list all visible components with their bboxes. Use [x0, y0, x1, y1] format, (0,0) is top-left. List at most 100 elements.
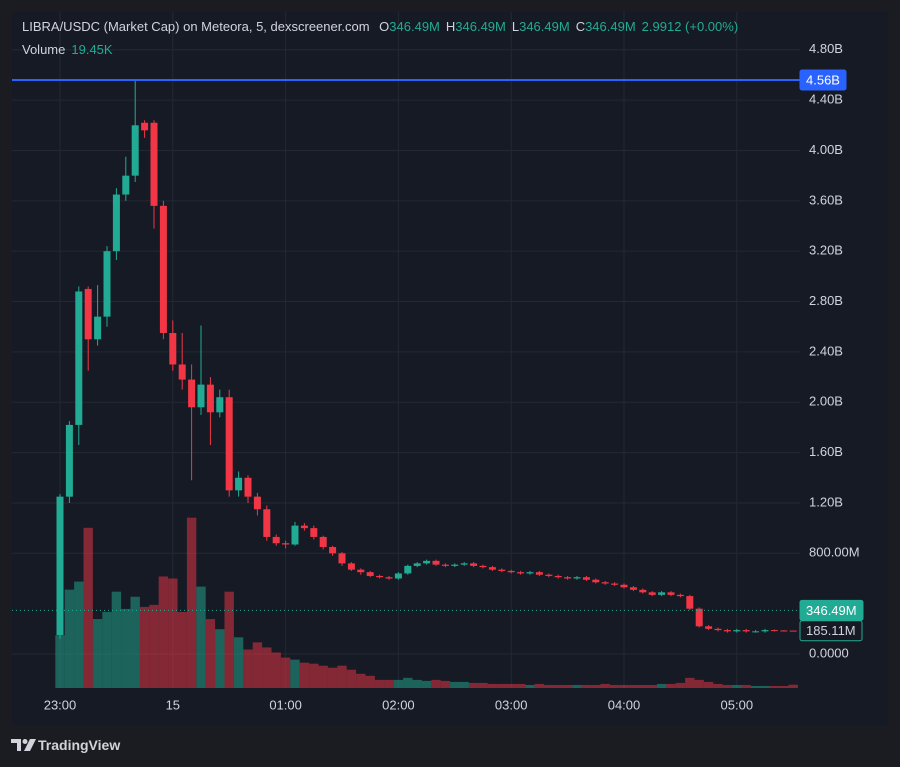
candle-body [742, 630, 750, 632]
y-tick-label: 1.60B [809, 444, 843, 459]
volume-bar [440, 680, 451, 688]
candle-body [244, 477, 252, 497]
candle-body [629, 587, 637, 590]
volume-bar [365, 675, 375, 688]
branding: TradingView [38, 737, 121, 753]
y-tick-label: 4.00B [809, 142, 843, 157]
volume-bar [685, 677, 695, 688]
volume-bar [290, 659, 300, 688]
ohlc-value: 346.49M [389, 19, 440, 34]
candle-body [451, 564, 459, 566]
volume-value: 19.45K [71, 42, 113, 57]
candle-body [507, 570, 515, 573]
volume-bar [337, 665, 347, 688]
candle-body [705, 626, 713, 629]
volume-bar [562, 684, 573, 688]
volume-bar [177, 611, 187, 688]
ohlc-key: H [445, 19, 456, 34]
volume-bar [656, 683, 667, 688]
candle-body [366, 572, 374, 576]
volume-bar [591, 684, 601, 688]
candle-body [103, 251, 111, 317]
volume-bar [205, 619, 216, 688]
volume-bar [515, 683, 526, 688]
candle-body [639, 589, 647, 593]
candle-body [564, 577, 572, 579]
candle-body [780, 630, 788, 632]
candle-body [329, 547, 337, 554]
candle-body [385, 577, 393, 579]
x-tick-label: 03:00 [495, 697, 528, 712]
volume-bar [459, 681, 469, 688]
volume-layer [55, 517, 798, 688]
candle-body [225, 397, 233, 491]
y-tick-label: 4.80B [809, 41, 843, 56]
candle-body [75, 291, 83, 425]
y-tick-label: 800.00M [809, 545, 860, 560]
candle-body [723, 630, 731, 632]
candle-body [441, 564, 449, 566]
volume-bar [252, 642, 263, 688]
candle-body [611, 583, 619, 585]
volume-bar [186, 517, 197, 688]
volume-legend: Volume 19.45K [22, 42, 113, 57]
volume-bar [544, 684, 554, 688]
candle-body [601, 582, 609, 584]
change: 2.9912 (+0.00%) [641, 19, 739, 34]
candle-body [84, 288, 92, 340]
y-tick-label: 1.20B [809, 494, 843, 509]
candle-body [272, 536, 280, 544]
candle-body [592, 579, 600, 583]
volume-bar [487, 683, 498, 688]
candle-body [535, 572, 543, 575]
candle-body [752, 631, 760, 633]
volume-bar [318, 665, 328, 688]
chart-title: LIBRA/USDC (Market Cap) on Meteora, 5, d… [22, 19, 370, 34]
candle-body [282, 543, 290, 545]
volume-bar [713, 683, 723, 688]
volume-bar [497, 683, 507, 688]
volume-bar [233, 637, 244, 688]
volume-bar [666, 683, 676, 688]
volume-bar [609, 684, 620, 688]
volume-bar [92, 619, 103, 688]
volume-bar [215, 629, 225, 688]
candle-body [300, 525, 308, 529]
candle-body [141, 122, 149, 131]
volume-bar [168, 578, 178, 688]
candle-body [733, 630, 741, 632]
candle-body [676, 594, 684, 597]
volume-bar [647, 684, 657, 688]
candle-body [197, 384, 205, 408]
candle-body [761, 630, 769, 632]
candle-body [582, 577, 590, 580]
candle-body [56, 496, 64, 636]
candle-body [291, 525, 299, 545]
price-label-text: 346.49M [806, 603, 857, 618]
volume-bar [581, 684, 592, 688]
candle-body [404, 565, 412, 574]
volume-bar [572, 684, 582, 688]
volume-bar [722, 684, 733, 688]
x-tick-label: 15 [166, 697, 180, 712]
candle-body [770, 630, 778, 632]
volume-bar [553, 684, 563, 688]
brand-logo [11, 739, 36, 751]
volume-bar [732, 684, 742, 688]
volume-bar [196, 586, 206, 688]
candle-body [357, 569, 365, 573]
candle-body [253, 496, 261, 510]
x-tick-label: 02:00 [382, 697, 415, 712]
candle-body [686, 596, 694, 609]
candle-body [169, 333, 177, 365]
candle-body [460, 563, 468, 565]
volume-bar [102, 611, 112, 688]
price-label-text: 185.11M [806, 623, 856, 638]
candle-body [498, 569, 506, 571]
volume-bar [750, 685, 761, 688]
y-tick-label: 3.20B [809, 243, 843, 258]
x-tick-label: 04:00 [608, 697, 641, 712]
volume-bar [327, 667, 338, 688]
candle-body [789, 630, 797, 632]
